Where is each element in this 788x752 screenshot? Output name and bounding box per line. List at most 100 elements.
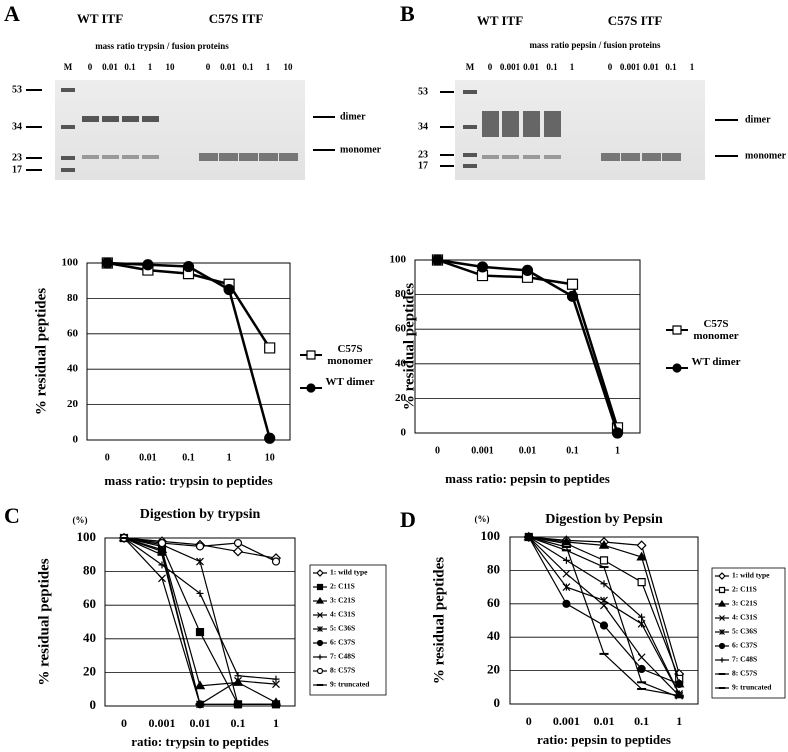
gel-band	[502, 155, 519, 159]
x-tick-label: 0.01	[190, 716, 211, 730]
legend-symbol	[317, 612, 323, 618]
data-point	[562, 583, 571, 592]
panel-label: D	[400, 507, 416, 532]
gel-band	[544, 155, 561, 159]
y-unit-label: (%)	[475, 514, 490, 524]
data-point	[637, 577, 646, 587]
legend-symbol	[718, 572, 726, 580]
gel-band	[61, 125, 75, 129]
legend-label: WT dimer	[691, 356, 741, 368]
data-point	[271, 557, 281, 566]
x-axis-label: mass ratio: trypsin to peptides	[104, 473, 272, 488]
gel-title: WT ITF	[477, 13, 523, 28]
data-point	[182, 261, 195, 273]
marker-label: 53	[418, 86, 428, 97]
y-tick-label: 0	[90, 697, 97, 712]
x-tick-label: 10	[265, 452, 275, 463]
gel-band	[523, 155, 540, 159]
gel-title: C57S ITF	[209, 11, 264, 26]
x-tick-label: 0	[526, 714, 532, 728]
data-point	[476, 261, 489, 273]
legend-symbol	[316, 667, 324, 675]
gel-band	[463, 153, 477, 157]
gel-title: C57S ITF	[608, 13, 663, 28]
legend-box	[309, 564, 387, 696]
y-tick-label: 40	[487, 628, 500, 643]
plot-area	[509, 536, 699, 705]
x-tick-label: 0.01	[519, 445, 537, 456]
gel-band	[463, 164, 477, 168]
lane-label: 1	[570, 62, 575, 72]
legend-label: 1: wild type	[330, 568, 368, 577]
marker-label: 17	[12, 164, 22, 175]
marker-label: 53	[12, 84, 22, 95]
data-point	[194, 680, 206, 690]
lane-label: 0.01	[220, 62, 236, 72]
data-point	[431, 254, 444, 266]
data-point	[566, 278, 579, 290]
x-tick-label: 0.1	[634, 714, 649, 728]
gel-ratio-label: mass ratio pepsin / fusion proteins	[529, 40, 661, 50]
data-point	[264, 342, 276, 354]
lane-label: 0	[206, 62, 211, 72]
x-tick-label: 0.01	[594, 714, 615, 728]
legend-symbol	[316, 639, 324, 647]
lane-label: 0.001	[620, 62, 641, 72]
gel-band	[142, 155, 159, 159]
data-point	[521, 264, 534, 276]
data-point	[264, 432, 276, 444]
y-tick-label: 100	[77, 529, 97, 544]
x-tick-label: 0.001	[149, 716, 176, 730]
y-tick-label: 20	[67, 398, 79, 410]
legend-symbol	[718, 642, 726, 650]
data-point	[599, 556, 609, 565]
y-tick-label: 20	[487, 662, 500, 677]
data-point	[600, 580, 608, 588]
data-point	[234, 676, 242, 685]
lane-label: 0.01	[523, 62, 539, 72]
legend-symbol	[672, 325, 682, 335]
gel-band	[642, 153, 661, 161]
x-tick-label: 0.001	[553, 714, 580, 728]
data-point	[637, 653, 646, 662]
y-tick-label: 0	[73, 434, 79, 446]
gel-band	[601, 153, 620, 161]
y-tick-label: 80	[395, 288, 407, 300]
legend-label: 5: C36S	[330, 624, 355, 633]
lane-label: M	[64, 62, 73, 72]
data-point	[600, 596, 608, 605]
data-point	[223, 284, 235, 296]
x-axis-label: ratio: pepsin to peptides	[537, 732, 671, 747]
data-point	[566, 290, 579, 302]
lane-label: 0	[88, 62, 93, 72]
x-tick-label: 0	[105, 452, 110, 463]
lane-label: 0.1	[546, 62, 558, 72]
gel-band	[122, 155, 139, 159]
x-tick-label: 0.1	[182, 452, 195, 463]
data-point	[562, 569, 571, 578]
y-tick-label: 80	[83, 563, 96, 578]
data-point	[637, 664, 646, 674]
legend-label: 7: C48S	[330, 652, 355, 661]
legend-label: 6: C37S	[330, 638, 355, 647]
gel-band	[102, 155, 119, 159]
gel-band	[259, 153, 278, 161]
lane-label: 0	[488, 62, 493, 72]
x-tick-label: 0.1	[566, 445, 579, 456]
x-tick-label: 0.1	[231, 716, 246, 730]
marker-label: 17	[418, 160, 428, 171]
x-axis-label: mass ratio: pepsin to peptides	[445, 471, 610, 486]
gel-image	[55, 80, 305, 180]
legend-symbol	[316, 583, 324, 591]
x-tick-label: 0.001	[471, 445, 494, 456]
lane-label: M	[466, 62, 475, 72]
data-point	[561, 536, 572, 546]
y-tick-label: 60	[67, 327, 79, 339]
y-tick-label: 20	[395, 392, 407, 404]
band-label: dimer	[745, 114, 771, 125]
data-point	[234, 672, 242, 680]
gel-ratio-label: mass ratio trypsin / fusion proteins	[95, 41, 229, 51]
legend-label: C57S monomer	[693, 318, 739, 342]
